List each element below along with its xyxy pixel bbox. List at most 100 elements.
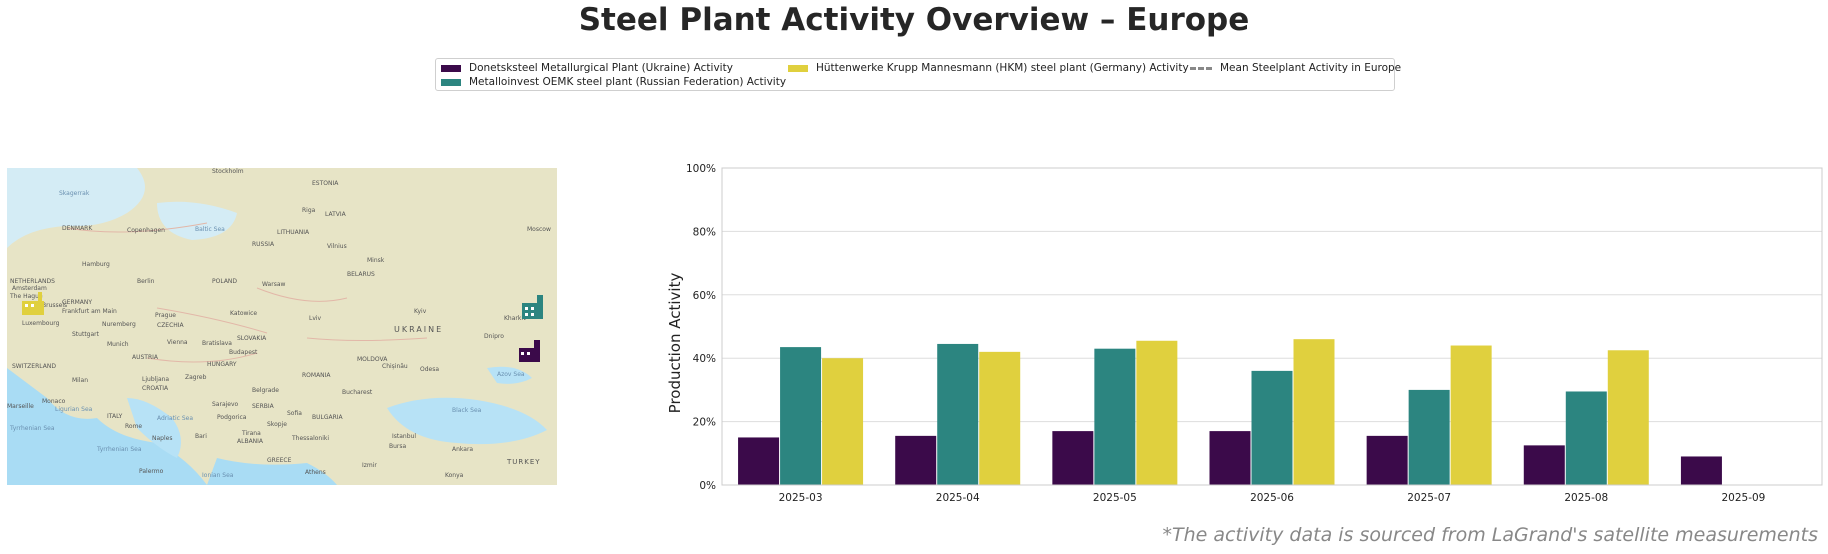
map-label-ukraine: UKRAINE (394, 325, 443, 334)
map-label-warsaw: Warsaw (262, 281, 285, 288)
map-label-latvia: LATVIA (325, 211, 347, 218)
map-label-ankara: Ankara (452, 446, 473, 453)
x-tick-label: 2025-07 (1407, 492, 1451, 504)
map-label-frankfurt: Frankfurt am Main (62, 308, 117, 315)
map-label-riga: Riga (302, 207, 316, 214)
map-label-moldova: MOLDOVA (357, 356, 388, 363)
map-label-katowice: Katowice (230, 310, 257, 317)
y-tick-label: 20% (693, 417, 716, 429)
legend-item-donetsksteel: Donetsksteel Metallurgical Plant (Ukrain… (441, 62, 733, 74)
x-tick-label: 2025-09 (1721, 492, 1765, 504)
europe-map: Stockholm ESTONIA Riga LATVIA Skagerrak … (7, 168, 557, 485)
bar-2025-04-series-2 (979, 351, 1021, 485)
map-label-austria: AUSTRIA (132, 354, 159, 361)
map-label-serbia: SERBIA (252, 403, 275, 410)
map-label-italy: ITALY (107, 413, 123, 420)
bar-2025-06-series-1 (1251, 370, 1293, 485)
bar-2025-05-series-2 (1136, 340, 1178, 485)
map-label-copenhagen: Copenhagen (127, 227, 165, 234)
y-tick-label: 0% (699, 480, 716, 492)
map-label-denmark: DENMARK (62, 225, 93, 232)
map-label-switzerland: SWITZERLAND (12, 363, 56, 370)
bar-2025-08-series-0 (1523, 445, 1565, 485)
map-label-skopje: Skopje (267, 421, 287, 428)
map-label-azov-sea: Azov Sea (497, 371, 525, 378)
chart-legend: Donetsksteel Metallurgical Plant (Ukrain… (435, 58, 1401, 91)
map-label-the-hague: The Hague (9, 293, 43, 300)
map-label-luxembourg: Luxembourg (22, 320, 60, 327)
page-title: Steel Plant Activity Overview – Europe (578, 2, 1250, 38)
bar-2025-08-series-1 (1565, 391, 1607, 485)
map-label-slovakia: SLOVAKIA (237, 335, 267, 342)
bar-2025-06-series-0 (1209, 431, 1251, 485)
y-tick-label: 100% (686, 163, 716, 175)
x-tick-label: 2025-04 (936, 492, 980, 504)
map-label-black-sea: Black Sea (452, 407, 482, 414)
map-label-belarus: BELARUS (347, 271, 375, 278)
x-tick-label: 2025-08 (1564, 492, 1608, 504)
map-label-hamburg: Hamburg (82, 261, 110, 268)
map-baltic-sea (157, 201, 237, 240)
map-label-marseille: Marseille (7, 403, 34, 410)
map-black-sea (387, 397, 547, 445)
legend-label-mean: Mean Steelplant Activity in Europe (1220, 62, 1402, 74)
y-tick-label: 40% (693, 353, 716, 365)
map-label-albania: ALBANIA (237, 438, 264, 445)
chart-bars (738, 339, 1722, 485)
map-label-hungary: HUNGARY (207, 361, 237, 368)
map-label-stuttgart: Stuttgart (72, 331, 100, 338)
map-label-tirana: Tirana (241, 430, 261, 437)
map-label-podgorica: Podgorica (217, 414, 247, 421)
y-tick-label: 60% (693, 290, 716, 302)
map-label-bursa: Bursa (389, 443, 407, 450)
map-label-moscow: Moscow (527, 226, 551, 233)
map-label-poland: POLAND (212, 278, 237, 285)
x-tick-label: 2025-03 (779, 492, 823, 504)
factory-icon-hkm (22, 292, 44, 315)
map-label-naples: Naples (152, 435, 172, 442)
x-tick-label: 2025-06 (1250, 492, 1294, 504)
map-label-vilnius: Vilnius (327, 243, 347, 250)
x-tick-label: 2025-05 (1093, 492, 1137, 504)
map-sea-north (7, 168, 145, 248)
map-label-turkey: TURKEY (506, 458, 541, 466)
bar-2025-08-series-2 (1607, 350, 1649, 485)
bar-2025-03-series-2 (822, 358, 864, 485)
legend-label-donetsksteel: Donetsksteel Metallurgical Plant (Ukrain… (469, 62, 733, 74)
map-ionian-aegean (207, 458, 337, 485)
map-label-lviv: Lviv (309, 315, 322, 322)
map-label-czechia: CZECHIA (157, 322, 185, 329)
map-label-netherlands: NETHERLANDS (10, 278, 55, 285)
map-label-minsk: Minsk (367, 257, 385, 264)
bar-2025-05-series-0 (1052, 431, 1094, 485)
map-label-bulgaria: BULGARIA (312, 414, 344, 421)
bar-2025-03-series-0 (738, 437, 780, 485)
bar-2025-05-series-1 (1094, 348, 1136, 485)
bar-2025-07-series-2 (1450, 345, 1492, 485)
map-label-tyrrhenian-left: Tyrrhenian Sea (9, 425, 55, 432)
map-label-russia: RUSSIA (252, 241, 275, 248)
map-label-chisinau: Chișinău (382, 363, 408, 370)
map-label-monaco: Monaco (42, 398, 66, 405)
map-adriatic (127, 398, 181, 458)
map-label-izmir: Izmir (362, 462, 377, 469)
map-label-rome: Rome (125, 423, 142, 430)
factory-icon-metalloinvest (522, 295, 543, 319)
map-label-stockholm: Stockholm (212, 168, 244, 175)
map-label-estonia: ESTONIA (312, 180, 339, 187)
map-label-konya: Konya (445, 472, 464, 479)
legend-dash-mean (1190, 66, 1212, 70)
map-label-bratislava: Bratislava (202, 340, 232, 347)
map-canvas: Stockholm ESTONIA Riga LATVIA Skagerrak … (7, 168, 557, 485)
legend-swatch-donetsksteel (441, 64, 461, 72)
map-label-munich: Munich (107, 341, 129, 348)
map-label-greece: GREECE (267, 457, 292, 464)
bar-2025-03-series-1 (780, 347, 822, 485)
map-label-prague: Prague (155, 312, 176, 319)
map-label-sarajevo: Sarajevo (212, 401, 239, 408)
chart-axes: 0% 20% 40% 60% 80% 100% 2025-03 2025-04 2025-05 2… (686, 163, 1823, 504)
map-label-budapest: Budapest (229, 349, 258, 356)
footnote: *The activity data is sourced from LaGra… (1162, 524, 1818, 546)
map-label-palermo: Palermo (139, 468, 164, 475)
